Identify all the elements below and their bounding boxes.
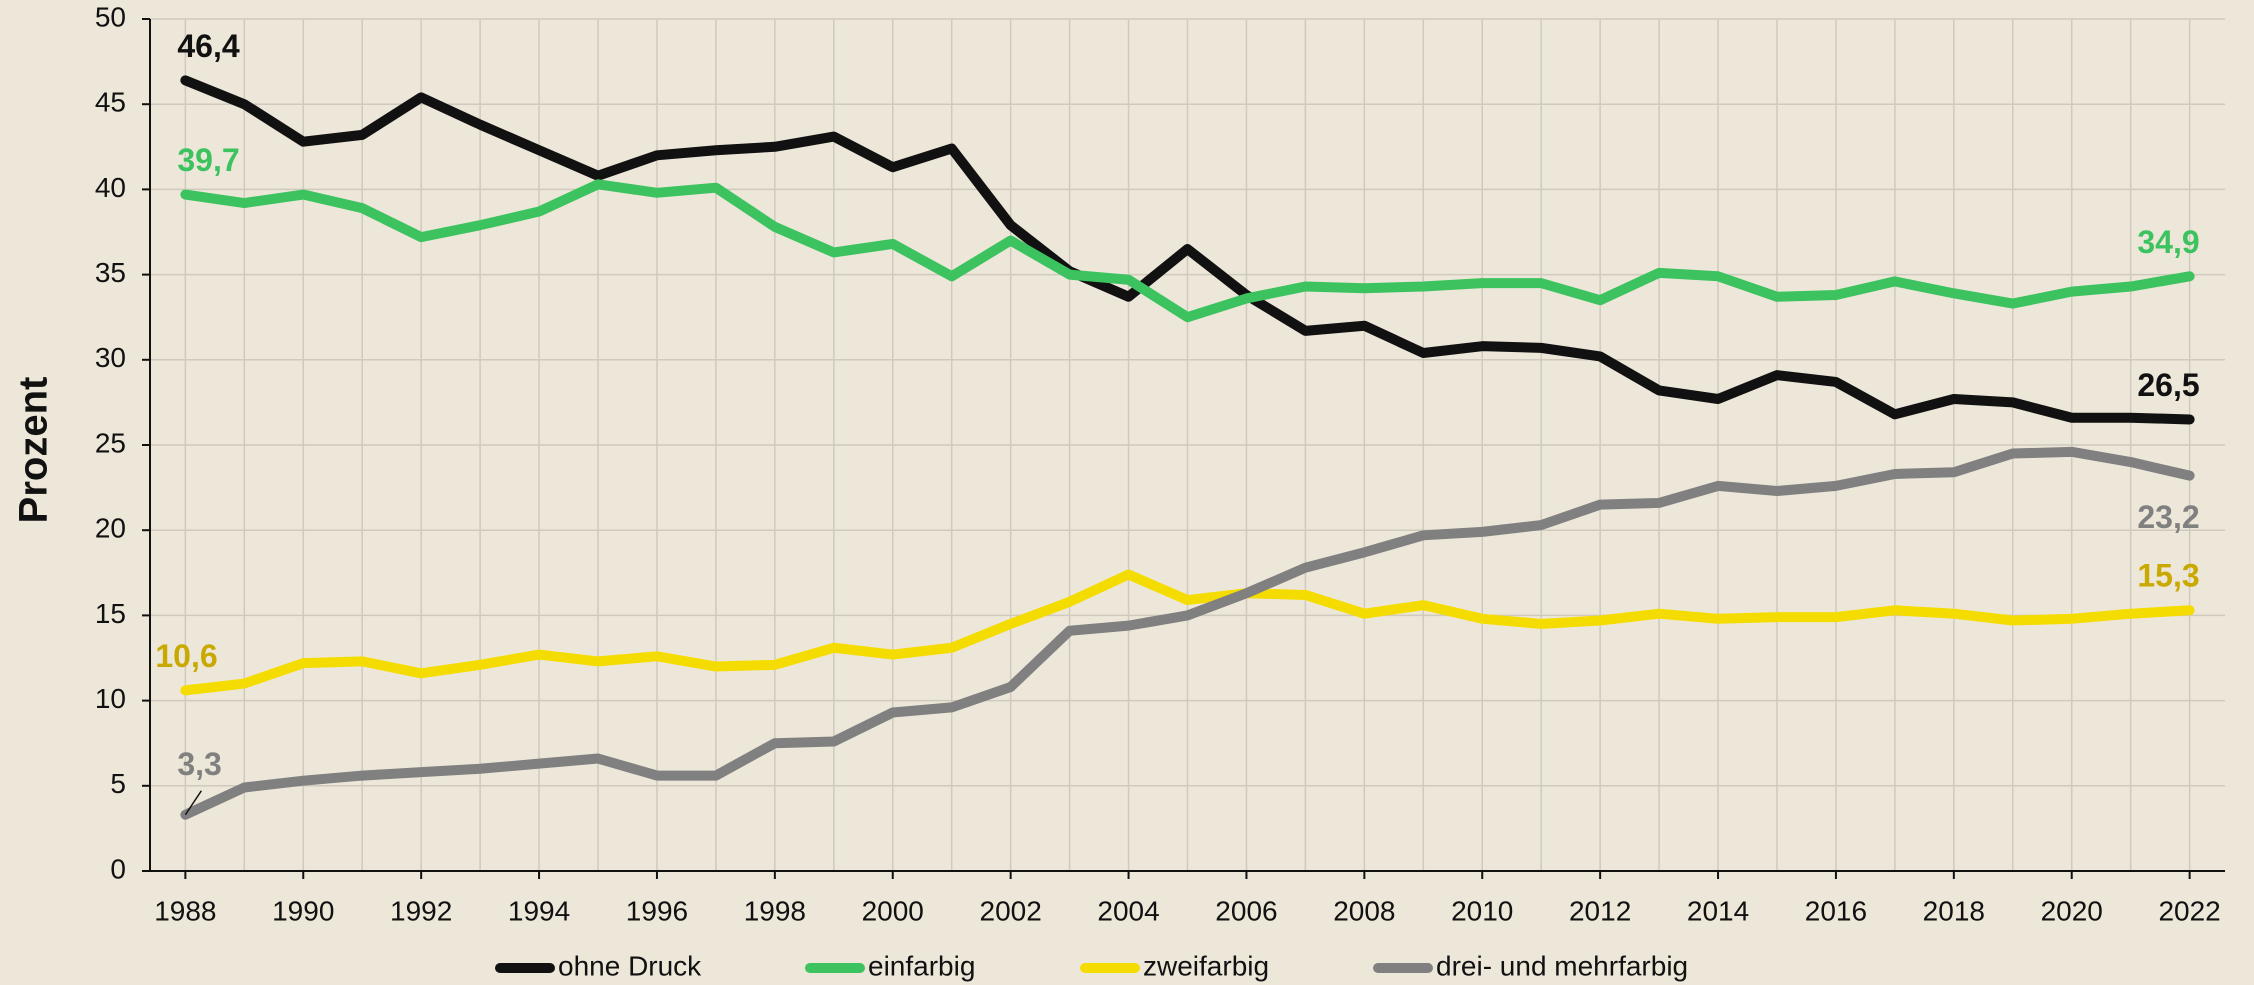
- x-tick-label: 2012: [1569, 895, 1631, 926]
- y-tick-label: 50: [95, 1, 126, 32]
- x-tick-label: 2004: [1097, 895, 1159, 926]
- y-tick-label: 30: [95, 342, 126, 373]
- legend-label: drei- und mehrfarbig: [1436, 950, 1688, 981]
- y-tick-label: 0: [110, 853, 126, 884]
- y-axis-label: Prozent: [12, 377, 56, 524]
- x-tick-label: 2002: [980, 895, 1042, 926]
- x-tick-label: 2000: [862, 895, 924, 926]
- legend-label: ohne Druck: [558, 950, 702, 981]
- x-tick-label: 2020: [2041, 895, 2103, 926]
- x-tick-label: 2008: [1333, 895, 1395, 926]
- x-tick-label: 1996: [626, 895, 688, 926]
- legend-label: einfarbig: [868, 950, 975, 981]
- data-label: 3,3: [177, 746, 221, 782]
- y-tick-label: 15: [95, 598, 126, 629]
- y-tick-label: 20: [95, 513, 126, 544]
- data-label: 10,6: [155, 638, 217, 674]
- x-tick-label: 2010: [1451, 895, 1513, 926]
- x-tick-label: 2018: [1923, 895, 1985, 926]
- series-line: [180, 569, 2195, 696]
- series-line: [180, 179, 2195, 323]
- x-tick-label: 2022: [2158, 895, 2220, 926]
- series-line: [180, 446, 2195, 820]
- data-label: 26,5: [2137, 367, 2199, 403]
- x-tick-label: 2014: [1687, 895, 1749, 926]
- data-label: 15,3: [2137, 558, 2199, 594]
- y-tick-label: 10: [95, 683, 126, 714]
- y-tick-label: 40: [95, 172, 126, 203]
- legend-label: zweifarbig: [1143, 950, 1269, 981]
- x-tick-label: 1988: [154, 895, 216, 926]
- x-tick-label: 1990: [272, 895, 334, 926]
- x-tick-label: 1998: [744, 895, 806, 926]
- x-tick-label: 2016: [1805, 895, 1867, 926]
- y-tick-label: 25: [95, 427, 126, 458]
- data-label: 23,2: [2137, 499, 2199, 535]
- y-tick-label: 5: [110, 768, 126, 799]
- data-label: 46,4: [177, 28, 239, 64]
- leader-line: [184, 790, 202, 816]
- y-tick-label: 45: [95, 87, 126, 118]
- x-tick-label: 2006: [1215, 895, 1277, 926]
- data-label: 39,7: [177, 142, 239, 178]
- x-tick-label: 1994: [508, 895, 570, 926]
- y-tick-label: 35: [95, 257, 126, 288]
- data-label: 34,9: [2137, 224, 2199, 260]
- series-line: [180, 75, 2195, 425]
- x-tick-label: 1992: [390, 895, 452, 926]
